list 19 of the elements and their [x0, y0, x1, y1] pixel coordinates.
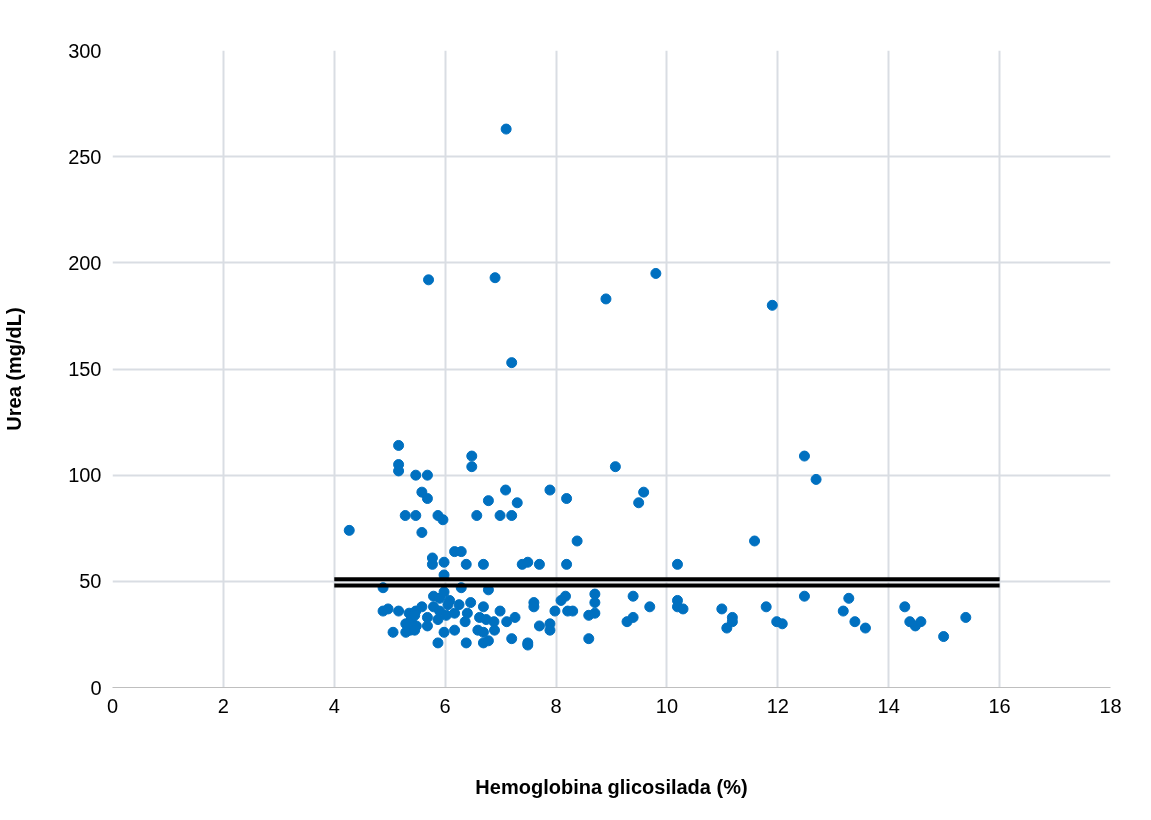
- x-tick-label: 0: [106, 694, 119, 717]
- x-tick-label: 18: [1099, 694, 1122, 717]
- y-tick-label: 50: [79, 570, 102, 593]
- x-tick-label: 8: [550, 694, 562, 717]
- x-tick-label: 14: [877, 694, 900, 717]
- x-axis-title: Hemoglobina glicosilada (%): [475, 775, 748, 798]
- y-tick-label: 200: [68, 251, 102, 274]
- y-tick-label: 100: [68, 464, 102, 487]
- y-tick-label: 300: [68, 39, 102, 62]
- y-tick-label: 150: [68, 358, 102, 380]
- x-tick-label: 12: [766, 694, 789, 717]
- y-tick-label: 250: [68, 145, 102, 168]
- x-tick-label: 10: [655, 694, 679, 717]
- y-tick-label: 0: [90, 676, 102, 699]
- y-axis-title: Urea (mg/dL): [3, 307, 26, 431]
- x-tick-label: 4: [328, 694, 340, 717]
- x-tick-label: 6: [439, 694, 451, 717]
- x-tick-label: 16: [988, 694, 1011, 717]
- x-tick-label: 2: [217, 694, 229, 717]
